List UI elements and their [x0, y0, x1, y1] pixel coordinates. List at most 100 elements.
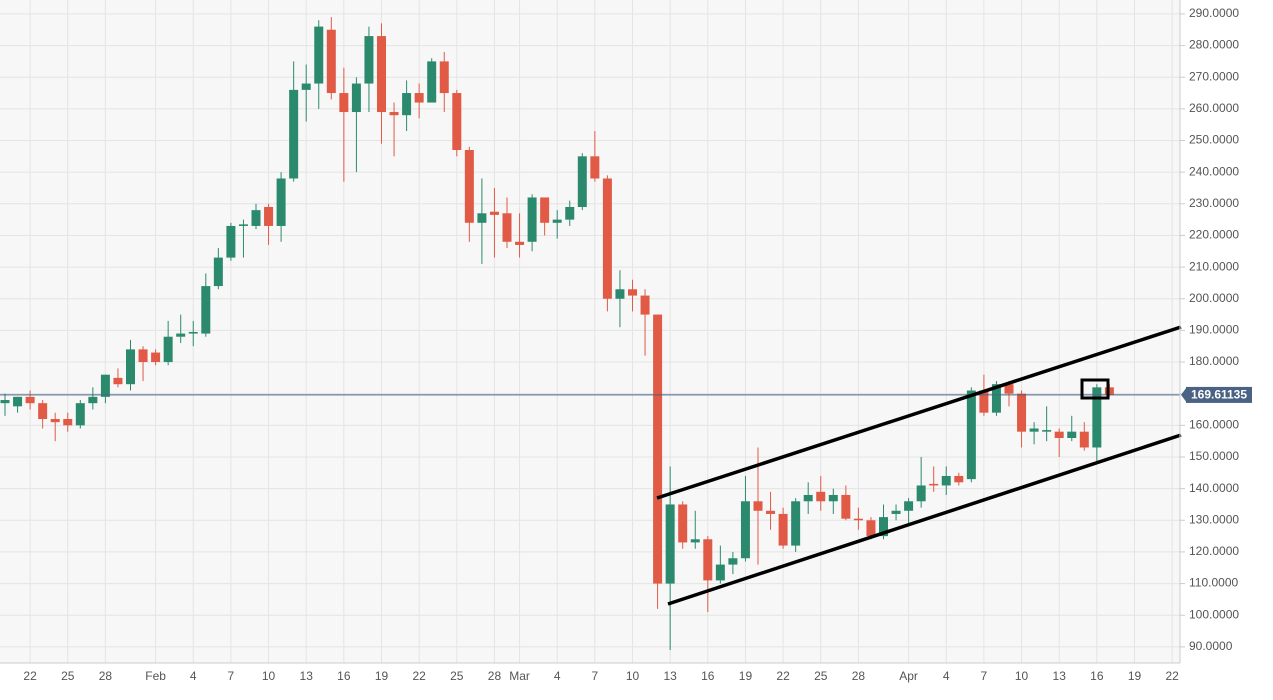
candle-body — [201, 286, 211, 334]
y-tick-label: 200.0000 — [1189, 291, 1239, 305]
candle-body — [628, 289, 637, 296]
x-tick-label: 28 — [852, 669, 866, 683]
candle-body — [715, 564, 725, 581]
x-tick-label: 19 — [1128, 669, 1142, 683]
candle-body — [1004, 384, 1014, 394]
y-tick-label: 260.0000 — [1189, 101, 1239, 115]
candle-body — [740, 501, 750, 559]
candle-body — [552, 219, 562, 223]
candle-body — [151, 352, 161, 363]
candle-body — [100, 374, 110, 397]
x-tick-label: 4 — [554, 669, 561, 683]
candle-body — [38, 403, 48, 420]
candle-body — [301, 83, 311, 90]
candle-body — [0, 400, 10, 404]
highlight-box — [1080, 378, 1110, 400]
candle-body — [339, 93, 349, 113]
x-tick-label: Feb — [145, 669, 166, 683]
candle-body — [678, 504, 688, 543]
candle-body — [515, 241, 525, 245]
candle-body — [289, 89, 299, 179]
candle-body — [489, 211, 499, 215]
candle-body — [879, 517, 888, 537]
last-price-label: 169.61135 — [1191, 388, 1247, 402]
y-tick-label: 230.0000 — [1189, 196, 1239, 210]
candle-body — [653, 314, 663, 584]
candle-body — [916, 485, 926, 502]
candle-body — [966, 390, 976, 480]
lower-trend-line — [667, 433, 1182, 606]
candle-body — [1067, 431, 1077, 438]
candle-body — [766, 510, 776, 514]
y-tick-label: 90.0000 — [1189, 639, 1233, 653]
candle-body — [954, 475, 964, 483]
candle-body — [464, 150, 474, 223]
x-tick-label: 22 — [412, 669, 426, 683]
y-tick-label: 220.0000 — [1189, 228, 1239, 242]
x-tick-label: 10 — [262, 669, 276, 683]
last-price-tag — [1186, 386, 1252, 403]
x-tick-label: 13 — [1053, 669, 1067, 683]
x-tick-label: 28 — [99, 669, 113, 683]
y-tick-label: 110.0000 — [1189, 576, 1238, 590]
x-tick-label: Apr — [899, 669, 918, 683]
candle-body — [853, 518, 863, 521]
candle-body — [502, 213, 512, 242]
candle-body — [753, 501, 763, 511]
candle-body — [615, 289, 625, 299]
candle-body — [991, 384, 1001, 413]
x-tick-label: 7 — [228, 669, 235, 683]
y-tick-label: 100.0000 — [1189, 607, 1239, 621]
candle-body — [63, 419, 73, 426]
x-tick-label: 4 — [943, 669, 950, 683]
x-tick-label: 25 — [450, 669, 464, 683]
candle-body — [791, 501, 801, 546]
candle-body — [1079, 431, 1089, 448]
x-tick-label: 16 — [1090, 669, 1104, 683]
candle-body — [1092, 387, 1102, 448]
candle-body — [377, 36, 386, 113]
candle-body — [88, 396, 98, 404]
candle-body — [866, 520, 876, 537]
y-tick-label: 250.0000 — [1189, 133, 1239, 147]
candle-body — [665, 504, 675, 584]
candle-body — [427, 61, 437, 103]
candle-body — [703, 539, 713, 581]
candle-body — [439, 61, 449, 94]
candle-body — [113, 377, 123, 385]
y-tick-label: 130.0000 — [1189, 512, 1239, 526]
x-tick-label: 19 — [375, 669, 389, 683]
candle-body — [590, 156, 600, 179]
candle-body — [414, 93, 424, 103]
candle-body — [188, 331, 198, 334]
y-tick-label: 180.0000 — [1189, 354, 1239, 368]
trend-channel — [656, 325, 1182, 606]
x-tick-label: 22 — [1165, 669, 1179, 683]
candle-body — [816, 491, 826, 502]
y-tick-label: 150.0000 — [1189, 449, 1239, 463]
x-tick-label: 7 — [981, 669, 988, 683]
candle-body — [979, 390, 989, 413]
candle-body — [778, 513, 788, 546]
candle-body — [364, 36, 374, 84]
y-tick-label: 210.0000 — [1189, 259, 1239, 273]
candle-body — [540, 197, 550, 223]
candle-body — [163, 336, 173, 363]
y-tick-label: 270.0000 — [1189, 69, 1239, 83]
candle-body — [50, 419, 60, 423]
y-tick-label: 290.0000 — [1189, 6, 1239, 20]
x-tick-label: 13 — [663, 669, 677, 683]
candle-body — [326, 29, 336, 94]
candle-body — [1017, 393, 1027, 432]
x-tick-label: 10 — [626, 669, 640, 683]
candle-body — [477, 213, 487, 223]
candle-body — [238, 224, 248, 226]
x-tick-label: 16 — [701, 669, 715, 683]
x-tick-label: 25 — [61, 669, 75, 683]
x-tick-label: 28 — [488, 669, 502, 683]
candle-body — [13, 396, 23, 407]
candle-body — [602, 178, 612, 299]
candle-body — [251, 210, 261, 226]
x-tick-label: 22 — [23, 669, 37, 683]
